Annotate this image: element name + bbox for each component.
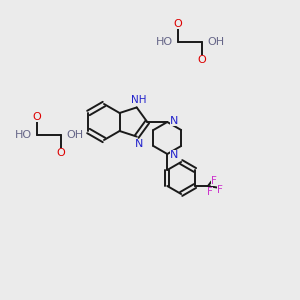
Text: OH: OH [207,37,225,47]
Text: OH: OH [66,130,84,140]
Text: HO: HO [155,37,172,47]
Text: F: F [211,176,217,186]
Text: NH: NH [131,95,146,105]
Text: O: O [57,148,65,158]
Text: F: F [207,187,213,197]
Text: O: O [174,19,182,29]
Text: O: O [33,112,41,122]
Text: N: N [170,116,178,126]
Text: F: F [217,185,223,195]
Text: O: O [198,55,206,65]
Text: HO: HO [14,130,32,140]
Text: N: N [170,150,178,160]
Text: N: N [134,139,143,148]
